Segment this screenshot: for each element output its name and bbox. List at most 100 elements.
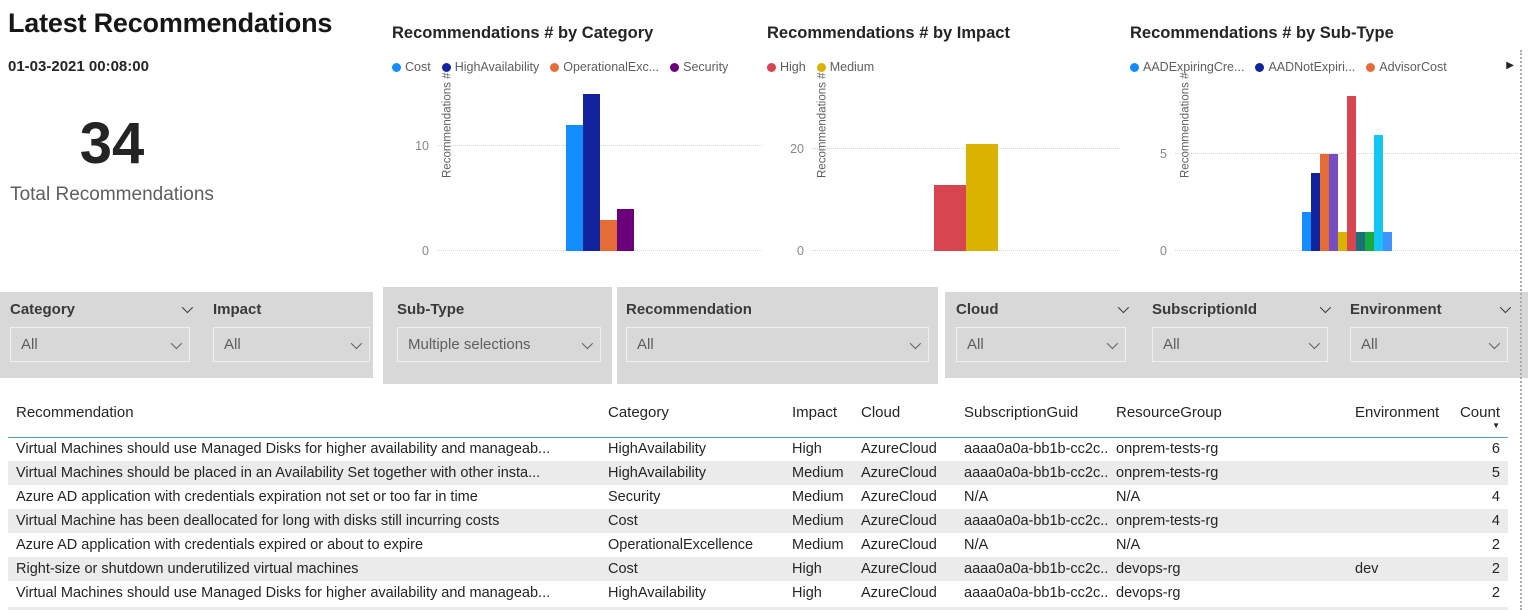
- cell: 2: [1491, 537, 1500, 553]
- cell: Security: [608, 489, 661, 505]
- subtype-dropdown[interactable]: Multiple selections: [397, 327, 601, 362]
- cell: N/A: [1116, 489, 1141, 505]
- impact-dropdown[interactable]: All: [213, 327, 370, 362]
- legend-dot-icon: [441, 62, 451, 72]
- table-row[interactable]: Virtual Machines should use Managed Disk…: [8, 437, 1508, 461]
- bar-HighAvailability[interactable]: [582, 94, 600, 251]
- column-header-category[interactable]: Category: [600, 400, 784, 438]
- bar-Cost[interactable]: [565, 125, 583, 251]
- cell: Azure AD application with credentials ex…: [16, 537, 424, 553]
- table-row[interactable]: Right-size or shutdown underutilized vir…: [8, 557, 1508, 581]
- column-header-cloud[interactable]: Cloud: [853, 400, 956, 438]
- column-header-subscriptionguid[interactable]: SubscriptionGuid: [956, 400, 1108, 438]
- recommendation-dropdown[interactable]: All: [626, 327, 929, 362]
- cell: AzureCloud: [861, 465, 937, 481]
- legend-item[interactable]: High: [767, 60, 806, 74]
- chart-legend: High Medium: [767, 59, 1120, 75]
- bar-series[interactable]: [1346, 95, 1356, 251]
- cell: HighAvailability: [608, 465, 707, 481]
- table-row[interactable]: Azure AD application with credentials ex…: [8, 485, 1508, 509]
- slicer-label: Cloud: [956, 300, 999, 318]
- cell: Medium: [792, 489, 844, 505]
- legend-dot-icon: [767, 62, 776, 72]
- cell: Right-size or shutdown underutilized vir…: [16, 561, 359, 577]
- bar-Security[interactable]: [616, 209, 634, 251]
- cell: [1347, 485, 1449, 509]
- bar-series[interactable]: [1373, 134, 1383, 251]
- legend-item-label: AdvisorCost: [1379, 60, 1447, 74]
- total-recommendations-label: Total Recommendations: [10, 183, 214, 205]
- chart-title: Recommendations # by Sub-Type: [1130, 24, 1394, 42]
- bar-AdvisorCost[interactable]: [1319, 154, 1329, 251]
- bar-series[interactable]: [1355, 231, 1365, 251]
- recommendations-table: Recommendation Category Impact Cloud Subscri…: [8, 400, 1508, 605]
- bar-series[interactable]: [1382, 231, 1392, 251]
- legend-item[interactable]: AADExpiringCre...: [1130, 60, 1244, 74]
- table-row[interactable]: Virtual Machines should use Managed Disk…: [8, 581, 1508, 605]
- legend-item-label: OperationalExc...: [563, 60, 660, 74]
- cell: Virtual Machines should be placed in an …: [16, 465, 541, 481]
- bar-series[interactable]: [1337, 231, 1347, 251]
- legend-item[interactable]: OperationalExc...: [550, 60, 659, 74]
- bar-Medium[interactable]: [966, 143, 998, 251]
- environment-dropdown[interactable]: All: [1350, 327, 1508, 362]
- bar-High[interactable]: [934, 184, 966, 251]
- column-header-environment[interactable]: Environment: [1347, 400, 1449, 438]
- table-row[interactable]: Azure AD application with credentials ex…: [8, 533, 1508, 557]
- cell: OperationalExcellence: [608, 537, 754, 553]
- bar-series[interactable]: [1328, 154, 1338, 251]
- chart-title: Recommendations # by Category: [392, 24, 654, 42]
- y-axis-tick: 5: [1160, 147, 1167, 162]
- cell: onprem-tests-rg: [1116, 441, 1219, 458]
- cell: AzureCloud: [861, 561, 937, 577]
- cell: N/A: [964, 537, 989, 553]
- cell: Medium: [792, 465, 844, 481]
- cell: Cost: [608, 561, 638, 577]
- cell: High: [792, 585, 822, 601]
- bar-AADExpiringCre...[interactable]: [1301, 212, 1311, 251]
- legend-item[interactable]: Cost: [392, 60, 431, 74]
- cloud-dropdown[interactable]: All: [956, 327, 1126, 362]
- legend-item[interactable]: AdvisorCost: [1366, 60, 1447, 74]
- column-header-recommendation[interactable]: Recommendation: [8, 400, 600, 438]
- category-dropdown[interactable]: All: [10, 327, 190, 362]
- legend-item-label: Security: [683, 60, 729, 74]
- legend-item[interactable]: AADNotExpiri...: [1255, 60, 1355, 74]
- cell: [1347, 461, 1449, 485]
- cell: 4: [1491, 513, 1500, 529]
- slicer-label: Category: [10, 300, 76, 318]
- bar-AADNotExpiri...[interactable]: [1310, 173, 1320, 251]
- cell: High: [792, 441, 822, 458]
- legend-item[interactable]: HighAvailability: [441, 60, 540, 74]
- cell: N/A: [1116, 537, 1141, 553]
- plot-area: 0 10: [415, 93, 762, 258]
- column-header-impact[interactable]: Impact: [784, 400, 853, 438]
- cell: aaaa0a0a-bb1b-cc2c...: [964, 561, 1108, 577]
- legend-item-label: AADNotExpiri...: [1268, 60, 1356, 74]
- table-row[interactable]: Virtual Machines should be placed in an …: [8, 461, 1508, 485]
- cell: [1347, 533, 1449, 557]
- y-axis-tick: 0: [1160, 244, 1167, 258]
- dropdown-value: All: [1361, 336, 1378, 353]
- bar-series[interactable]: [1364, 231, 1374, 251]
- column-header-count[interactable]: Count ▼: [1449, 400, 1508, 438]
- legend-item[interactable]: Security: [670, 60, 728, 74]
- column-header-resourcegroup[interactable]: ResourceGroup: [1108, 400, 1347, 438]
- cell: [1347, 509, 1449, 533]
- cell: devops-rg: [1116, 561, 1181, 577]
- chevron-down-icon: [1308, 337, 1321, 349]
- bar-OperationalExcellence[interactable]: [599, 219, 617, 251]
- table-row[interactable]: Virtual Machine has been deallocated for…: [8, 509, 1508, 533]
- legend-scroll-right-icon[interactable]: ▶: [1506, 60, 1514, 71]
- cell: aaaa0a0a-bb1b-cc2c...: [964, 441, 1108, 458]
- cell: aaaa0a0a-bb1b-cc2c...: [964, 465, 1108, 481]
- legend-dot-icon: [670, 62, 680, 72]
- sort-descending-icon[interactable]: ▼: [1492, 421, 1500, 430]
- y-axis-tick: 0: [422, 244, 429, 258]
- legend-item-label: HighAvailability: [454, 60, 540, 74]
- subscriptionid-dropdown[interactable]: All: [1152, 327, 1328, 362]
- legend-item[interactable]: Medium: [816, 60, 874, 74]
- gridline: [437, 145, 762, 147]
- slicer-impact: Impact All: [213, 300, 370, 362]
- cell: aaaa0a0a-bb1b-cc2c...: [964, 513, 1108, 529]
